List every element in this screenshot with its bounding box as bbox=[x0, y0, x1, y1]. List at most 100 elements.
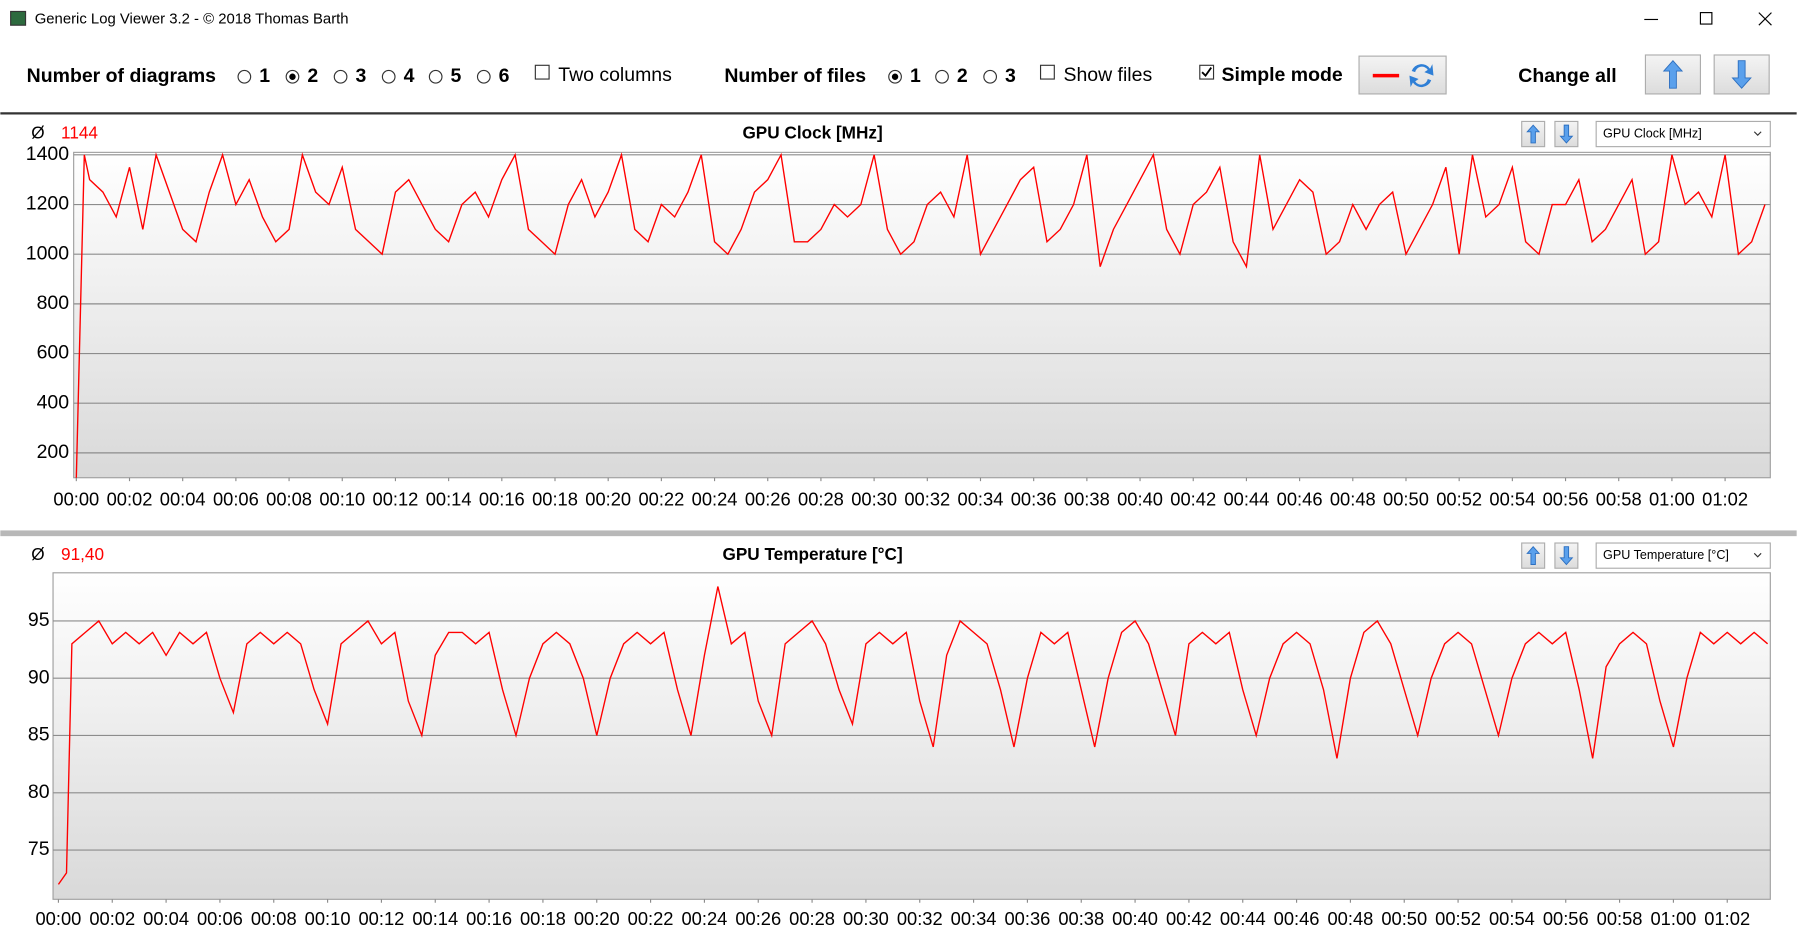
x-tick-label: 00:12 bbox=[359, 908, 405, 929]
x-tick-label: 00:00 bbox=[53, 488, 99, 509]
x-tick-label: 00:58 bbox=[1596, 488, 1642, 509]
x-tick-label: 01:00 bbox=[1650, 908, 1696, 929]
x-tick-label: 00:58 bbox=[1597, 908, 1643, 929]
x-tick-label: 00:14 bbox=[426, 488, 472, 509]
x-tick-label: 00:10 bbox=[319, 488, 365, 509]
radio-dot bbox=[289, 73, 296, 80]
radio-label: 4 bbox=[404, 65, 415, 87]
x-tick-label: 00:22 bbox=[638, 488, 684, 509]
panel-separator bbox=[0, 530, 1797, 537]
channel-dropdown[interactable] bbox=[1595, 120, 1771, 148]
y-tick-label: 800 bbox=[37, 292, 70, 314]
x-tick-label: 00:04 bbox=[160, 488, 206, 509]
x-tick-label: 00:40 bbox=[1112, 908, 1158, 929]
x-tick-label: 00:02 bbox=[89, 908, 135, 929]
x-tick-label: 00:50 bbox=[1381, 908, 1427, 929]
y-tick-label: 600 bbox=[37, 342, 70, 364]
y-tick-label: 1400 bbox=[26, 143, 69, 165]
window-title: Generic Log Viewer 3.2 - © 2018 Thomas B… bbox=[35, 11, 349, 27]
move-down-all-button-icon bbox=[1731, 60, 1752, 89]
radio-button[interactable] bbox=[476, 69, 491, 84]
average-symbol: Ø bbox=[31, 544, 44, 564]
simple-mode-label: Simple mode bbox=[1222, 64, 1343, 86]
checkmark bbox=[1201, 67, 1212, 78]
chart-title: GPU Temperature [°C] bbox=[722, 544, 902, 564]
x-tick-label: 00:42 bbox=[1170, 488, 1216, 509]
x-tick-label: 00:38 bbox=[1064, 488, 1110, 509]
y-tick-label: 95 bbox=[28, 609, 50, 631]
radio-button[interactable] bbox=[237, 69, 252, 84]
x-tick-label: 00:38 bbox=[1058, 908, 1104, 929]
checkbox[interactable] bbox=[1199, 64, 1215, 80]
x-tick-label: 00:56 bbox=[1543, 488, 1589, 509]
x-tick-label: 00:14 bbox=[412, 908, 458, 929]
x-tick-label: 00:24 bbox=[682, 908, 728, 929]
x-tick-label: 00:32 bbox=[897, 908, 943, 929]
move-up-button-icon bbox=[1526, 546, 1541, 565]
channel-dropdown[interactable] bbox=[1595, 542, 1771, 569]
x-tick-label: 00:22 bbox=[628, 908, 674, 929]
change-all-label: Change all bbox=[1518, 65, 1616, 87]
x-tick-label: 00:32 bbox=[904, 488, 950, 509]
x-tick-label: 00:46 bbox=[1274, 908, 1320, 929]
checkbox[interactable] bbox=[534, 64, 550, 80]
radio-label: 2 bbox=[307, 65, 318, 87]
average-value: 1144 bbox=[61, 123, 98, 143]
average-symbol: Ø bbox=[31, 123, 44, 143]
plot-area bbox=[73, 151, 1771, 479]
dropdown-text: GPU Temperature [°C] bbox=[1603, 548, 1729, 562]
radio-label: 5 bbox=[451, 65, 462, 87]
show-files-label: Show files bbox=[1063, 64, 1152, 86]
x-tick-label: 00:20 bbox=[574, 908, 620, 929]
radio-button[interactable] bbox=[333, 69, 348, 84]
data-line bbox=[75, 152, 1766, 478]
close-button[interactable] bbox=[1758, 12, 1772, 26]
maximize-button[interactable] bbox=[1699, 12, 1713, 25]
x-tick-label: 00:34 bbox=[958, 488, 1004, 509]
x-tick-label: 00:52 bbox=[1435, 908, 1481, 929]
radio-label: 1 bbox=[910, 65, 921, 87]
files-label: Number of files bbox=[724, 65, 866, 87]
y-tick-label: 75 bbox=[28, 838, 50, 860]
x-tick-label: 00:54 bbox=[1489, 908, 1535, 929]
x-tick-label: 00:06 bbox=[197, 908, 243, 929]
x-tick-label: 01:02 bbox=[1704, 908, 1750, 929]
x-tick-label: 00:30 bbox=[843, 908, 889, 929]
x-tick-label: 00:48 bbox=[1330, 488, 1376, 509]
x-tick-label: 00:56 bbox=[1543, 908, 1589, 929]
y-tick-label: 400 bbox=[37, 391, 70, 413]
radio-label: 2 bbox=[957, 65, 968, 87]
x-tick-label: 00:16 bbox=[479, 488, 525, 509]
radio-button[interactable] bbox=[381, 69, 396, 84]
radio-button[interactable] bbox=[935, 69, 949, 84]
radio-button[interactable] bbox=[983, 69, 998, 84]
refresh-icon bbox=[1409, 64, 1434, 88]
x-tick-label: 00:10 bbox=[305, 908, 351, 929]
radio-label: 1 bbox=[259, 65, 270, 87]
y-tick-label: 1200 bbox=[26, 193, 69, 215]
x-tick-label: 00:24 bbox=[692, 488, 738, 509]
x-tick-label: 00:08 bbox=[251, 908, 297, 929]
x-tick-label: 00:02 bbox=[107, 488, 153, 509]
x-tick-label: 00:18 bbox=[520, 908, 566, 929]
x-tick-label: 00:52 bbox=[1436, 488, 1482, 509]
x-tick-label: 00:18 bbox=[532, 488, 578, 509]
x-tick-label: 00:50 bbox=[1383, 488, 1429, 509]
two-columns-label: Two columns bbox=[558, 64, 672, 86]
y-tick-label: 85 bbox=[28, 724, 50, 746]
chart-title: GPU Clock [MHz] bbox=[742, 123, 882, 143]
y-tick-label: 200 bbox=[37, 441, 70, 463]
x-tick-label: 00:44 bbox=[1224, 488, 1270, 509]
move-up-all-button-icon bbox=[1662, 60, 1684, 89]
x-tick-label: 00:48 bbox=[1327, 908, 1373, 929]
diagrams-label: Number of diagrams bbox=[27, 65, 216, 87]
x-tick-label: 00:36 bbox=[1005, 908, 1051, 929]
x-tick-label: 00:30 bbox=[851, 488, 897, 509]
radio-label: 3 bbox=[1005, 65, 1016, 87]
radio-dot bbox=[891, 73, 899, 80]
dropdown-arrow bbox=[1753, 131, 1762, 136]
radio-button[interactable] bbox=[428, 69, 443, 84]
checkbox[interactable] bbox=[1039, 64, 1055, 80]
